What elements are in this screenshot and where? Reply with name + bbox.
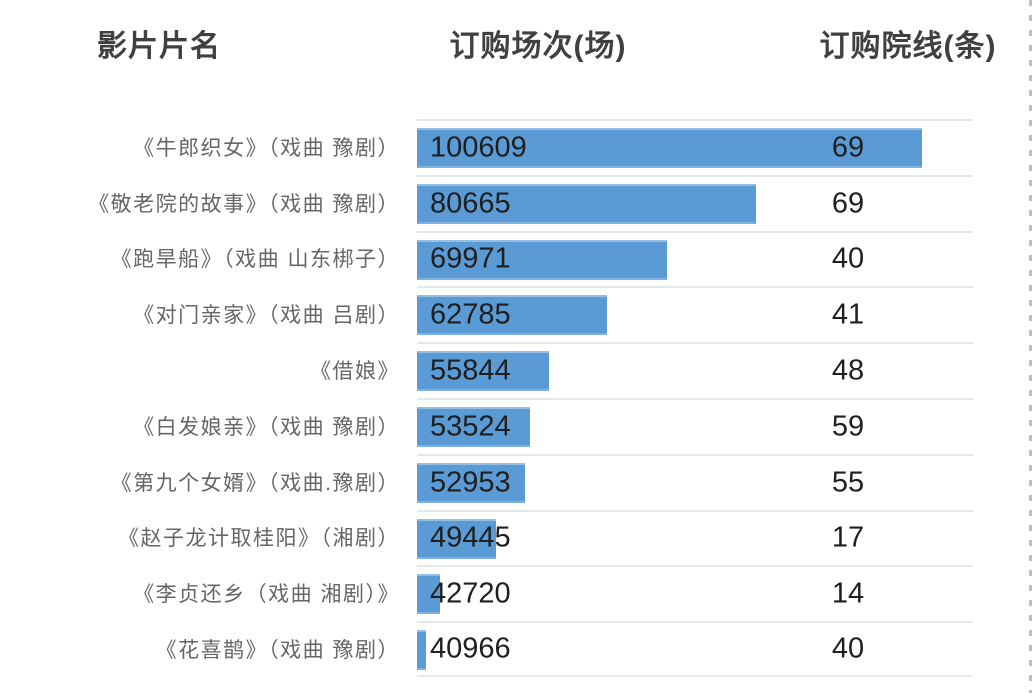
row-data-cell: 100609 69 — [417, 119, 973, 175]
row-data-cell: 69971 40 — [417, 230, 973, 287]
row-data-cell: 49445 17 — [417, 509, 973, 566]
movie-title: 《对门亲家》（戏曲 吕剧） — [133, 304, 400, 328]
table-row: 《白发娘亲》（戏曲 豫剧） 53524 59 — [0, 397, 1036, 454]
cinema-lines-value: 14 — [831, 577, 865, 610]
table-row: 《对门亲家》（戏曲 吕剧） 62785 41 — [0, 286, 1036, 342]
sessions-value: 80665 — [430, 187, 511, 220]
sessions-value: 42720 — [430, 577, 511, 610]
sessions-value: 49445 — [430, 521, 511, 554]
movie-title: 《跑旱船》（戏曲 山东梆子） — [110, 248, 400, 272]
cinema-lines-value: 48 — [831, 354, 865, 387]
row-data-cell: 52953 55 — [417, 453, 973, 510]
sessions-bar — [417, 462, 526, 503]
sessions-value: 52953 — [430, 466, 511, 499]
cinema-lines-value: 40 — [831, 242, 865, 275]
table-row: 《借娘》 55844 48 — [0, 342, 1036, 398]
table-row: 《李贞还乡（戏曲 湘剧）》 42720 14 — [0, 565, 1036, 621]
row-data-cell: 40966 40 — [417, 621, 973, 677]
header-row: 影片片名 订购场次(场) 订购院线(条) — [0, 0, 1036, 119]
movie-title: 《花喜鹊》（戏曲 豫剧） — [155, 639, 400, 663]
dashed-page-break-line — [1029, 0, 1032, 693]
table-body: 《牛郎织女》（戏曲 豫剧） 100609 69 《敬老院的故事》（戏曲 豫剧） … — [0, 119, 1036, 677]
table-row: 《第九个女婿》（戏曲.豫剧） 52953 55 — [0, 453, 1036, 510]
movie-title: 《第九个女婿》（戏曲.豫剧） — [110, 471, 400, 495]
table-row: 《跑旱船》（戏曲 山东梆子） 69971 40 — [0, 230, 1036, 287]
row-data-cell: 62785 41 — [417, 286, 973, 342]
sessions-value: 100609 — [430, 131, 527, 164]
sessions-bar — [417, 128, 922, 168]
sessions-value: 40966 — [430, 632, 511, 665]
sessions-value: 53524 — [430, 410, 511, 443]
cinema-lines-value: 17 — [831, 521, 865, 554]
movie-title: 《敬老院的故事》（戏曲 豫剧） — [88, 192, 400, 216]
movie-title: 《白发娘亲》（戏曲 豫剧） — [133, 415, 400, 439]
row-data-cell: 80665 69 — [417, 174, 973, 231]
column-header-cinema-lines: 订购院线(条) — [819, 30, 997, 63]
movie-title: 《李贞还乡（戏曲 湘剧）》 — [133, 583, 400, 607]
table-row: 《花喜鹊》（戏曲 豫剧） 40966 40 — [0, 621, 1036, 677]
sessions-value: 62785 — [430, 298, 511, 331]
sessions-bar — [417, 630, 426, 671]
cinema-lines-value: 59 — [831, 410, 865, 443]
sessions-value: 69971 — [430, 242, 511, 275]
cinema-lines-value: 55 — [831, 466, 865, 499]
column-header-movie-title: 影片片名 — [97, 30, 221, 63]
sessions-bar — [417, 518, 497, 559]
sessions-bar — [417, 183, 756, 224]
column-header-sessions: 订购场次(场) — [449, 30, 627, 63]
table-row: 《赵子龙计取桂阳》（湘剧） 49445 17 — [0, 509, 1036, 566]
movie-title: 《牛郎织女》（戏曲 豫剧） — [133, 136, 400, 160]
sessions-bar — [417, 295, 608, 336]
table-row: 《敬老院的故事》（戏曲 豫剧） 80665 69 — [0, 174, 1036, 231]
table-row: 《牛郎织女》（戏曲 豫剧） 100609 69 — [0, 119, 1036, 175]
row-data-cell: 55844 48 — [417, 342, 973, 398]
cinema-lines-value: 41 — [831, 298, 865, 331]
row-data-cell: 42720 14 — [417, 565, 973, 621]
sessions-bar — [417, 574, 441, 615]
sessions-bar — [417, 239, 667, 280]
sessions-value: 55844 — [430, 354, 511, 387]
cinema-lines-value: 69 — [831, 187, 865, 220]
cinema-lines-value: 69 — [831, 131, 865, 164]
movie-title: 《借娘》 — [310, 360, 400, 384]
sessions-bar — [417, 351, 550, 392]
row-data-cell: 53524 59 — [417, 397, 973, 454]
cinema-lines-value: 40 — [831, 632, 865, 665]
sessions-bar — [417, 406, 530, 447]
movie-title: 《赵子龙计取桂阳》（湘剧） — [118, 527, 400, 551]
